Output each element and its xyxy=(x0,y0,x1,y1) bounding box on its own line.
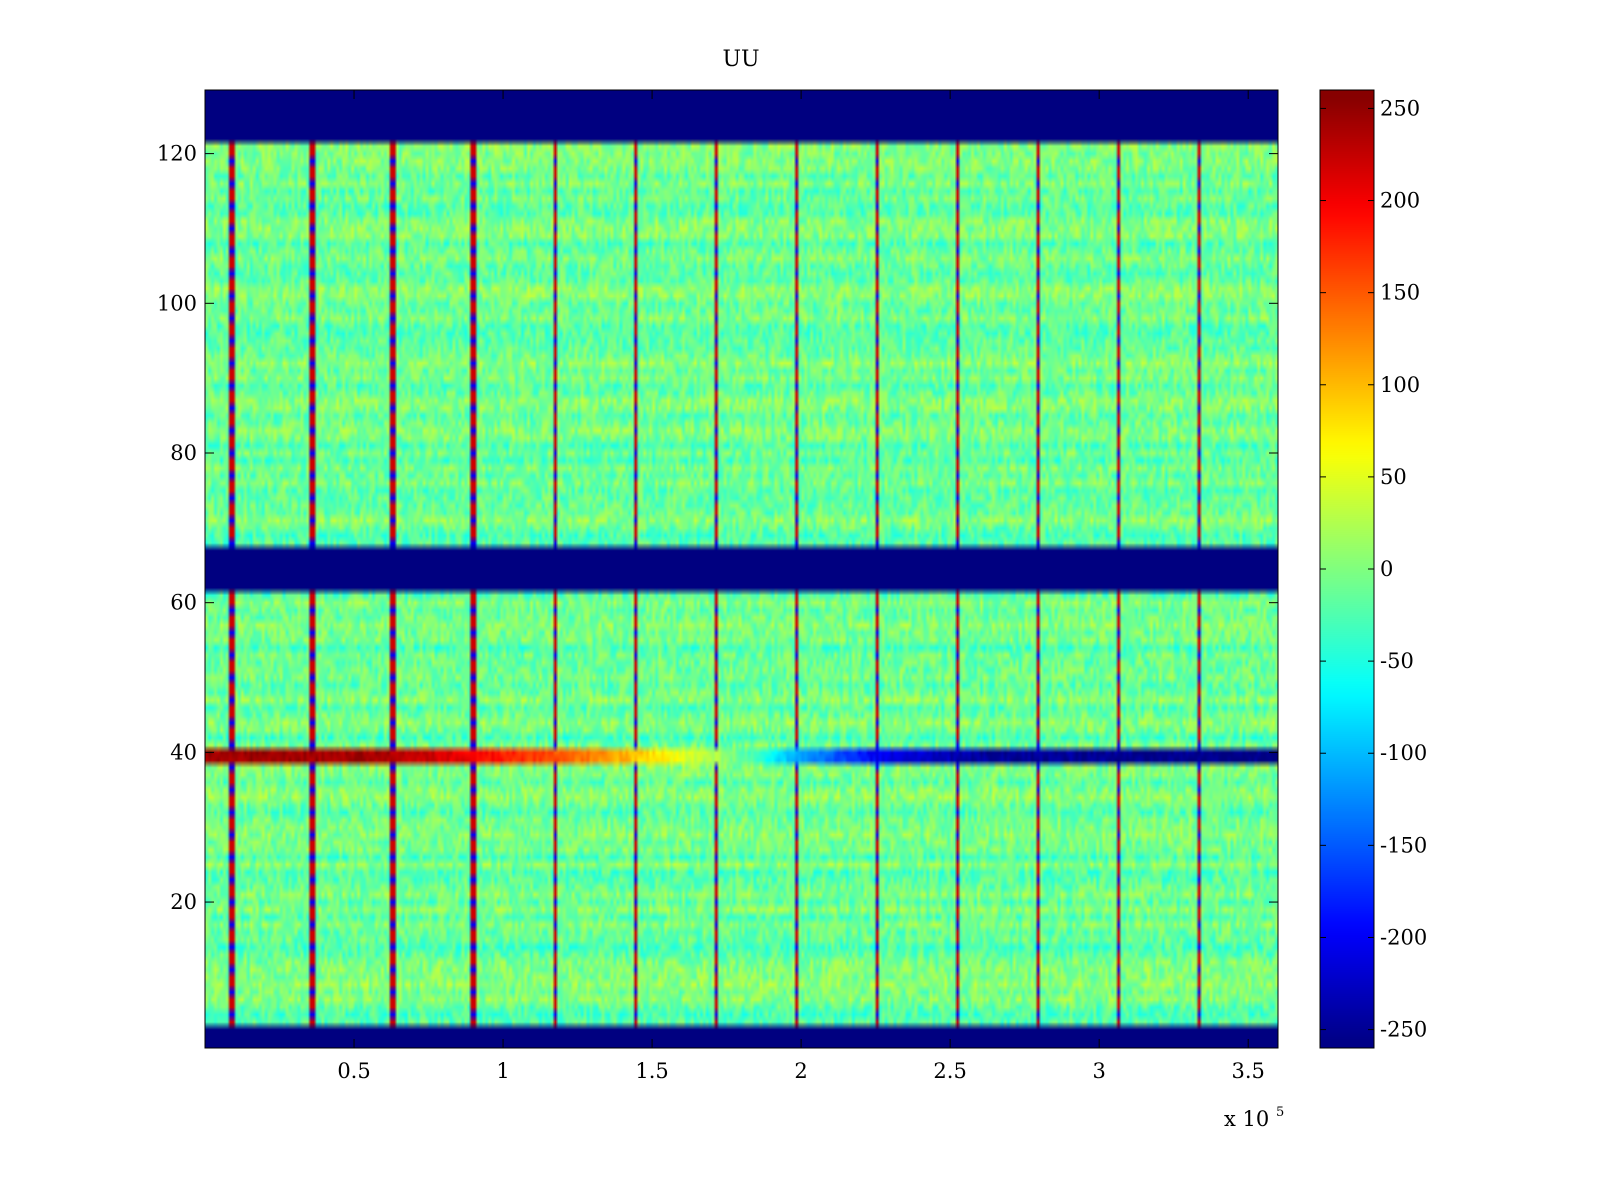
colorbar-tick-label: -150 xyxy=(1380,833,1427,857)
y-axis: 20 40 60 80 100 120 xyxy=(157,142,1278,914)
x-tick-label: 1 xyxy=(496,1059,509,1083)
colorbar-image xyxy=(1320,90,1374,1048)
y-tick-label: 20 xyxy=(170,890,197,914)
y-tick-label: 120 xyxy=(157,142,197,166)
colorbar-tick-label: -50 xyxy=(1380,649,1414,673)
colorbar-tick-label: 100 xyxy=(1380,373,1420,397)
x-axis-multiplier-base: x 10 xyxy=(1224,1107,1269,1131)
x-tick-label: 0.5 xyxy=(337,1059,370,1083)
colorbar-tick-label: -250 xyxy=(1380,1018,1427,1042)
x-axis: 0.5 1 1.5 2 2.5 3 3.5 xyxy=(337,90,1265,1083)
colorbar-tick-label: 50 xyxy=(1380,465,1407,489)
y-tick-label: 80 xyxy=(170,441,197,465)
x-tick-label: 1.5 xyxy=(635,1059,668,1083)
heatmap-image xyxy=(205,90,1278,1048)
y-tick-label: 40 xyxy=(170,740,197,764)
chart-title: UU xyxy=(722,47,759,72)
colorbar-tick-label: -200 xyxy=(1380,925,1427,949)
heatmap-area xyxy=(204,89,1279,1049)
x-tick-label: 3.5 xyxy=(1231,1059,1264,1083)
colorbar-ticks: 250 200 150 100 50 0 -50 -100 -150 -200 -250 xyxy=(1320,96,1427,1042)
x-axis-multiplier-exponent: 5 xyxy=(1276,1105,1284,1120)
colorbar-tick-label: -100 xyxy=(1380,741,1427,765)
colorbar: 250 200 150 100 50 0 -50 -100 -150 -200 -250 xyxy=(1319,89,1427,1049)
colorbar-tick-label: 200 xyxy=(1380,189,1420,213)
y-tick-label: 60 xyxy=(170,591,197,615)
x-tick-label: 3 xyxy=(1092,1059,1105,1083)
plot-frame xyxy=(204,89,1279,1049)
colorbar-tick-label: 150 xyxy=(1380,281,1420,305)
colorbar-tick-label: 0 xyxy=(1380,557,1393,581)
x-tick-label: 2.5 xyxy=(933,1059,966,1083)
colorbar-tick-label: 250 xyxy=(1380,96,1420,120)
x-tick-label: 2 xyxy=(794,1059,807,1083)
y-tick-label: 100 xyxy=(157,291,197,315)
x-axis-multiplier: x 10 5 xyxy=(1224,1105,1284,1131)
